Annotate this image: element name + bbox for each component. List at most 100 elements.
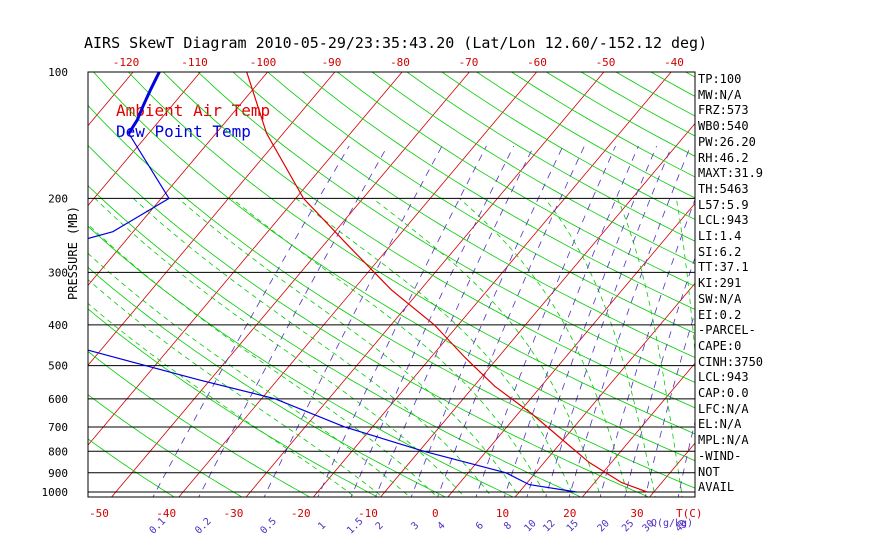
bottom-temp-tick-label: 10 (496, 507, 509, 520)
top-temp-tick-label: -40 (664, 56, 684, 69)
stability-index-item: TP:100 (698, 72, 742, 86)
bottom-temp-tick-label: -40 (156, 507, 176, 520)
dry-adiabat-line (267, 72, 695, 334)
stability-index-item: SI:6.2 (698, 244, 742, 259)
top-temp-tick-label: -100 (250, 56, 277, 69)
dew-point-temp-line (88, 72, 577, 493)
mixing-ratio-label: 3 (409, 520, 421, 532)
mixing-ratio-label: 12 (541, 518, 557, 534)
dry-adiabat-line (232, 72, 695, 358)
pressure-tick-label: 900 (48, 467, 68, 480)
mixing-ratio-line (437, 145, 585, 497)
ambient-air-temp-line (246, 72, 648, 493)
dry-adiabat-line (88, 266, 447, 497)
moist-adiabat-line (88, 302, 356, 497)
stability-index-item: TT:37.1 (698, 260, 749, 275)
moist-adiabat-line (88, 223, 438, 497)
moist-adiabat-line (88, 252, 411, 497)
isotherm-line (0, 52, 15, 512)
isotherm-line (178, 72, 538, 497)
stability-index-item: PW:26.20 (698, 134, 756, 149)
dry-adiabat-line (88, 350, 311, 497)
moist-adiabat-line (295, 198, 575, 497)
dry-adiabat-line (337, 72, 695, 287)
isotherm-line (88, 72, 403, 446)
mixing-ratio-label: 6 (474, 520, 486, 532)
stability-index-item: CAP:0.0 (698, 386, 749, 401)
stability-index-item: SW:N/A (698, 291, 742, 306)
isotherm-line (111, 72, 470, 497)
pressure-tick-label: 400 (48, 319, 68, 332)
pressure-tick-label: 100 (48, 66, 68, 79)
stability-index-item: LCL:943 (698, 213, 749, 228)
bottom-temp-tick-label: -10 (358, 507, 378, 520)
stability-index-item: EL:N/A (698, 417, 742, 432)
pressure-tick-label: 500 (48, 360, 68, 373)
dew-point-upper-segment (127, 72, 161, 135)
stability-index-item: EI:0.2 (698, 307, 742, 322)
dry-adiabat-line (88, 144, 650, 497)
stability-index-item: -WIND- (698, 448, 742, 463)
dry-adiabat-line (88, 225, 514, 497)
stability-index-item: L57:5.9 (698, 197, 749, 212)
isotherm-line (88, 72, 336, 366)
stability-index-item: MW:N/A (698, 87, 742, 102)
pressure-tick-label: 800 (48, 445, 68, 458)
isotherm-line (514, 282, 695, 497)
dry-adiabat-line (93, 72, 695, 462)
isotherm-line (581, 362, 695, 497)
dry-adiabat-line (371, 72, 695, 264)
x-axis-label: T(C) (676, 507, 703, 520)
stability-index-item: NOT (698, 464, 720, 479)
moist-adiabat-line (88, 279, 383, 497)
top-temp-tick-label: -110 (181, 56, 208, 69)
dry-adiabat-line (88, 438, 175, 497)
dry-adiabat-line (88, 104, 695, 489)
legend-dew-point-temp: Dew Point Temp (116, 122, 251, 141)
moist-adiabat-line (459, 198, 629, 497)
pressure-tick-label: 300 (48, 266, 68, 279)
bottom-temp-tick-label: 30 (630, 507, 643, 520)
isotherm-line (380, 122, 695, 497)
stability-index-item: TH:5463 (698, 181, 749, 196)
mixing-ratio-label: 4 (436, 520, 448, 532)
dry-adiabat-line (162, 72, 695, 409)
moist-adiabat-line (94, 198, 465, 497)
bottom-temp-tick-label: 0 (432, 507, 439, 520)
top-temp-tick-label: -60 (527, 56, 547, 69)
moist-adiabat-line (133, 198, 493, 497)
stability-index-item: LCL:943 (698, 370, 749, 385)
stability-index-item: WB0:540 (698, 119, 749, 134)
moist-adiabat-line (617, 198, 683, 497)
mixing-ratio-label: Q(g/kg) (651, 518, 693, 529)
mixing-ratio-label: 10 (522, 518, 538, 534)
pressure-tick-label: 600 (48, 393, 68, 406)
top-temp-tick-label: -80 (390, 56, 410, 69)
mixing-ratio-label: 1 (316, 520, 328, 532)
moist-adiabat-line (372, 198, 602, 497)
dry-adiabat-line (128, 72, 695, 435)
isotherm-line (447, 202, 695, 497)
mixing-ratio-label: 8 (502, 520, 514, 532)
dry-adiabat-line (88, 394, 243, 497)
top-temp-tick-label: -50 (596, 56, 616, 69)
mixing-ratio-label: 15 (565, 518, 581, 534)
bottom-temp-tick-label: -30 (224, 507, 244, 520)
stability-index-item: KI:291 (698, 276, 742, 291)
top-temp-tick-label: -120 (113, 56, 140, 69)
pressure-tick-label: 700 (48, 421, 68, 434)
plot-area (0, 52, 695, 512)
top-temp-tick-label: -90 (322, 56, 342, 69)
plot-frame (87, 71, 696, 498)
stability-index-item: CAPE:0 (698, 338, 742, 353)
pressure-tick-label: 200 (48, 192, 68, 205)
isotherm-line (88, 72, 134, 127)
mixing-ratio-label: 0.2 (193, 516, 214, 537)
stability-index-item: MPL:N/A (698, 433, 749, 448)
mixing-ratio-label: 20 (596, 518, 612, 534)
isotherm-line (245, 72, 605, 497)
mixing-ratio-line (152, 145, 350, 497)
stability-index-item: AVAIL (698, 480, 735, 495)
stability-index-item: RH:46.2 (698, 150, 749, 165)
